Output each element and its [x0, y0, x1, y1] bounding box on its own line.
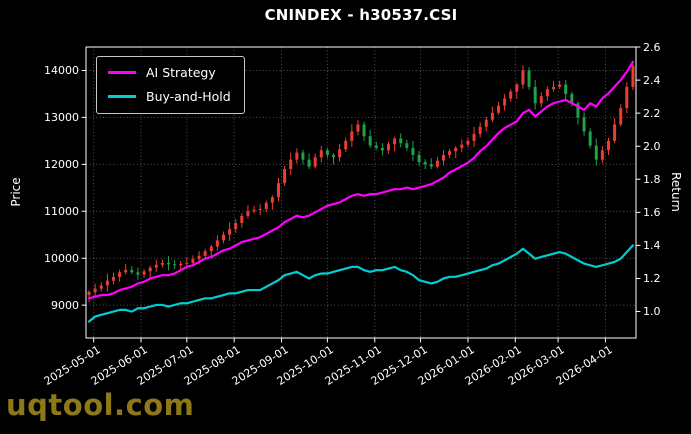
return-tick-label: 1.2 — [643, 271, 661, 285]
legend-label-ai-strategy: AI Strategy — [146, 65, 216, 80]
return-tick-label: 1.8 — [643, 172, 661, 186]
price-tick-label: 9000 — [51, 298, 79, 312]
chart-title: CNINDEX - h30537.CSI — [264, 6, 458, 24]
return-tick-label: 2.0 — [643, 139, 661, 153]
legend: AI Strategy Buy-and-Hold — [96, 56, 245, 114]
legend-label-buy-and-hold: Buy-and-Hold — [146, 89, 231, 104]
return-tick-label: 1.4 — [643, 238, 661, 252]
watermark: uqtool.com — [6, 388, 195, 422]
y-axis-label-price: Price — [9, 177, 23, 207]
return-tick-label: 2.6 — [643, 40, 661, 54]
price-tick-label: 14000 — [44, 63, 79, 77]
legend-item-ai-strategy: AI Strategy — [108, 65, 231, 80]
return-tick-label: 1.6 — [643, 205, 661, 219]
legend-item-buy-and-hold: Buy-and-Hold — [108, 89, 231, 104]
price-tick-label: 13000 — [44, 110, 79, 124]
buy-and-hold-line-swatch — [108, 95, 136, 98]
price-tick-label: 12000 — [44, 157, 79, 171]
ai-strategy-line-swatch — [108, 71, 136, 74]
return-tick-label: 2.4 — [643, 73, 661, 87]
return-tick-label: 2.2 — [643, 106, 661, 120]
price-tick-label: 11000 — [44, 204, 79, 218]
price-tick-label: 10000 — [44, 251, 79, 265]
y-axis-label-return: Return — [669, 172, 683, 212]
return-tick-label: 1.0 — [643, 305, 661, 319]
